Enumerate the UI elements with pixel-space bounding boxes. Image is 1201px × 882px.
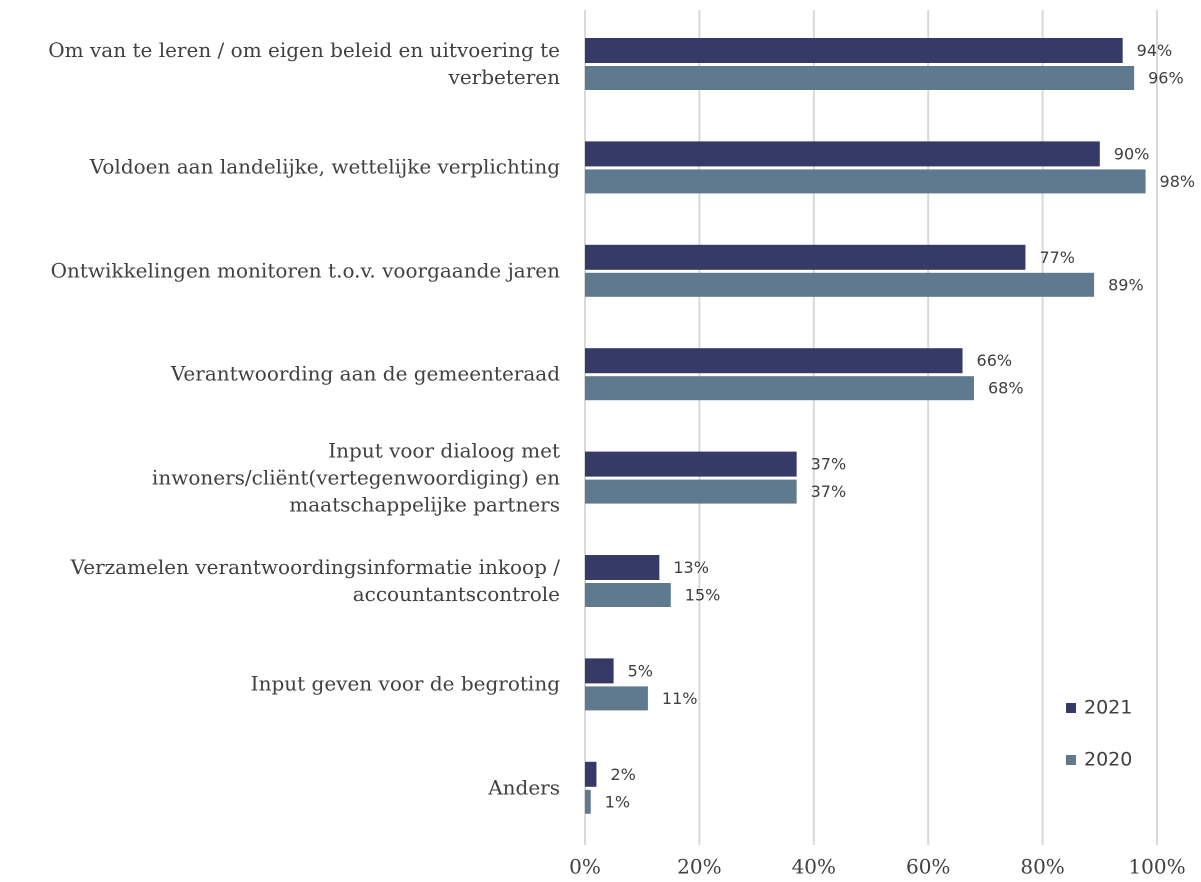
- data-label: 11%: [662, 689, 698, 708]
- bar: [585, 66, 1135, 90]
- x-tick-label: 40%: [792, 855, 836, 879]
- category-label: Input voor dialoog met inwoners/cliënt(v…: [151, 438, 560, 517]
- data-label: 37%: [811, 455, 847, 474]
- legend-swatch: [1066, 755, 1076, 765]
- data-label: 37%: [811, 482, 847, 501]
- bar: [585, 348, 963, 374]
- legend-label: 2020: [1084, 749, 1132, 771]
- data-label: 66%: [977, 351, 1013, 370]
- data-label: 94%: [1137, 41, 1173, 60]
- x-tick-label: 60%: [906, 855, 950, 879]
- bar: [585, 583, 671, 607]
- category-label: Verzamelen verantwoordingsinformatie ink…: [70, 555, 560, 606]
- bar: [585, 451, 797, 477]
- bar: [585, 376, 974, 401]
- data-label: 1%: [605, 792, 630, 811]
- category-label: Om van te leren / om eigen beleid en uit…: [48, 38, 560, 89]
- data-label: 96%: [1148, 69, 1184, 88]
- legend-label: 2021: [1084, 697, 1132, 719]
- bar: [585, 169, 1146, 194]
- bar: [585, 789, 591, 814]
- data-label: 15%: [685, 586, 721, 605]
- data-label: 98%: [1160, 172, 1196, 191]
- data-label: 77%: [1039, 248, 1075, 267]
- bar: [585, 761, 597, 787]
- bar: [585, 272, 1095, 297]
- x-tick-label: 20%: [677, 855, 721, 879]
- data-label: 2%: [610, 765, 635, 784]
- category-label: Ontwikkelingen monitoren t.o.v. voorgaan…: [50, 258, 560, 283]
- bar: [585, 555, 660, 580]
- bar: [585, 686, 648, 711]
- category-label: Anders: [488, 775, 560, 800]
- data-label: 13%: [673, 558, 709, 577]
- category-label: Voldoen aan landelijke, wettelijke verpl…: [89, 154, 560, 179]
- category-label: Verantwoording aan de gemeenteraad: [170, 361, 560, 386]
- legend-swatch: [1066, 703, 1076, 713]
- bar: [585, 658, 614, 684]
- data-label: 5%: [628, 661, 653, 680]
- x-tick-label: 80%: [1020, 855, 1064, 879]
- category-label: Input geven voor de begroting: [250, 671, 560, 696]
- data-label: 89%: [1108, 275, 1144, 294]
- data-label: 68%: [988, 379, 1024, 398]
- bar: [585, 479, 797, 504]
- bar: [585, 244, 1026, 270]
- x-tick-label: 0%: [569, 855, 601, 879]
- bar: [585, 141, 1100, 167]
- bar: [585, 38, 1123, 63]
- x-tick-label: 100%: [1128, 855, 1185, 879]
- data-label: 90%: [1114, 144, 1150, 163]
